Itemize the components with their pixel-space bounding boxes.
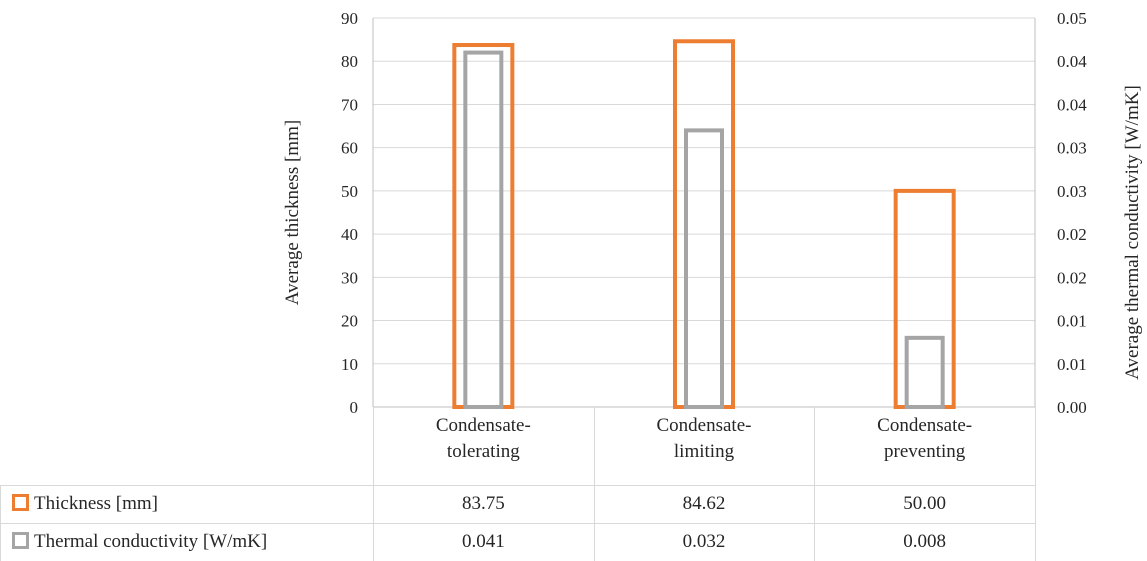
data-table-cell: 83.75 [461,493,505,514]
y2-tick-label: 0.05 [1057,9,1087,28]
y2-axis-title: Average thermal conductivity [W/mK] [1122,85,1143,380]
y-tick-label: 10 [341,355,358,374]
data-table-cell: 0.032 [682,531,726,552]
x-category-label: Condensate-preventing [815,413,1035,465]
y2-tick-label: 0.04 [1057,95,1087,114]
y-tick-label: 40 [341,225,358,244]
conductivity-bar [684,128,724,409]
y2-tick-label: 0.03 [1057,139,1087,158]
table-vline [593,407,595,561]
legend-series-name: Thickness [mm] [34,493,159,514]
data-table-cell: 50.00 [903,493,947,514]
y2-tick-label: 0.02 [1057,225,1087,244]
legend-row-label: Thickness [mm] [12,485,158,523]
y2-tick-label: 0.02 [1057,268,1087,287]
thickness-bar [452,43,515,410]
x-category-label-line: tolerating [446,441,520,462]
x-category-label: Condensate-tolerating [373,413,593,465]
x-category-label-line: Condensate- [656,415,752,436]
y2-tick-label: 0.04 [1057,52,1087,71]
y2-tick-label: 0.03 [1057,182,1087,201]
data-table-cell: 0.041 [461,531,505,552]
x-category-label-line: limiting [673,441,735,462]
y-axis-title: Average thickness [mm] [282,120,303,305]
y2-tick-label: 0.01 [1057,312,1087,331]
y-tick-label: 70 [341,95,358,114]
y-tick-label: 20 [341,312,358,331]
y2-tick-label: 0.00 [1057,398,1087,417]
data-table-cell: 0.008 [903,531,947,552]
y-tick-label: 0 [350,398,359,417]
y-tick-label: 80 [341,52,358,71]
legend-swatch-icon [12,532,29,550]
data-table-cell: 84.62 [682,493,726,514]
table-hline [0,523,1035,524]
y-tick-label: 90 [341,9,358,28]
table-vline [814,407,816,561]
conductivity-bar [463,50,504,409]
thickness-bar [893,188,956,409]
x-category-label-line: Condensate- [877,415,973,436]
table-vline [0,485,1,561]
y-tick-label: 30 [341,268,358,287]
x-category-label-line: Condensate- [435,415,531,436]
y2-tick-label: 0.01 [1057,355,1087,374]
legend-swatch-icon [12,494,29,512]
y-tick-label: 60 [341,139,358,158]
table-vline [1035,407,1036,561]
legend-row-label: Thermal conductivity [W/mK] [12,523,267,561]
x-category-label-line: preventing [884,441,966,462]
y-tick-label: 50 [341,182,358,201]
thickness-bar [673,39,735,409]
table-hline [0,485,1035,486]
table-vline [373,407,374,561]
conductivity-bar [904,335,945,410]
legend-series-name: Thermal conductivity [W/mK] [34,531,268,552]
x-category-label: Condensate-limiting [594,413,814,465]
